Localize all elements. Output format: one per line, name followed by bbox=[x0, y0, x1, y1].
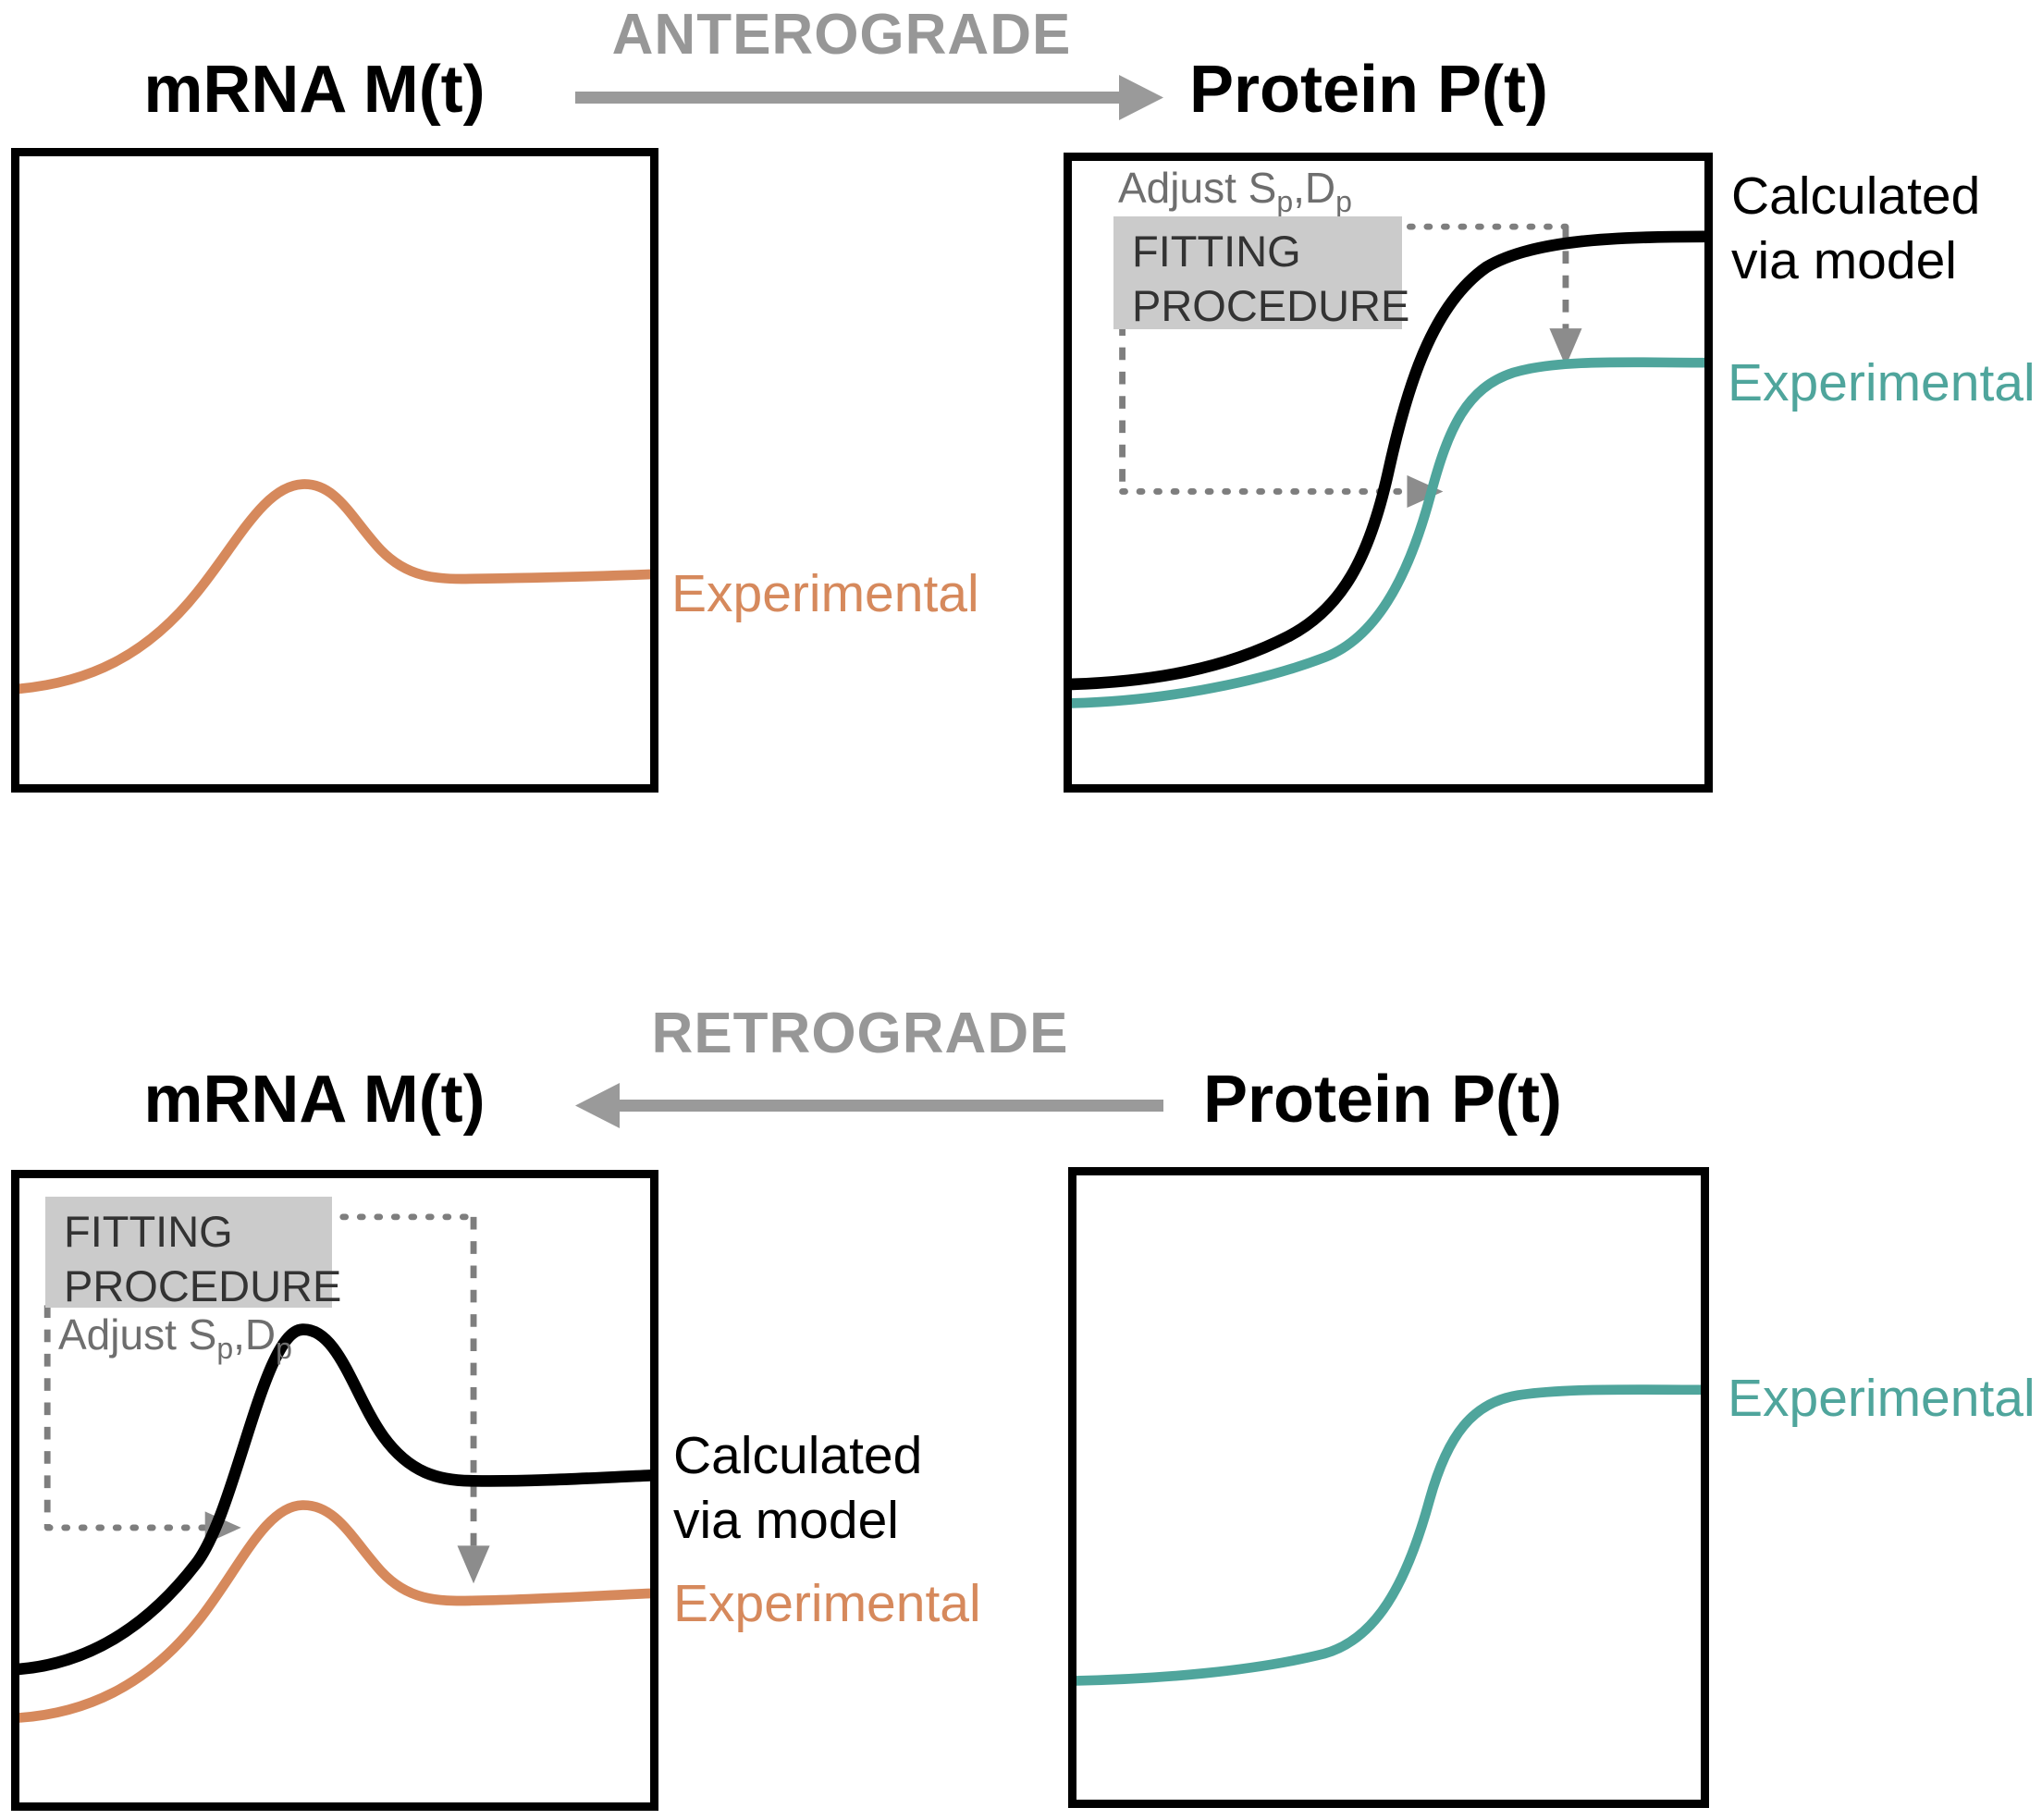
retrograde-mrna-panel: FITTING PROCEDURE Adjust Sp,Dp bbox=[11, 1170, 658, 1811]
retrograde-protein-plot bbox=[1076, 1384, 1701, 1686]
anterograde-mrna-experimental-label: Experimental bbox=[671, 564, 979, 623]
anterograde-mrna-plot bbox=[19, 479, 650, 695]
anterograde-protein-panel: Adjust Sp,Dp FITTING PROCEDURE bbox=[1064, 153, 1713, 793]
retrograde-calculated-label: Calculated via model bbox=[673, 1426, 923, 1550]
adjust-parameters-label: Adjust Sp,Dp bbox=[1118, 164, 1352, 219]
retrograde-mrna-plot bbox=[19, 1213, 650, 1723]
retrograde-arrow-icon bbox=[575, 1083, 1163, 1128]
retrograde-mrna-experimental-label: Experimental bbox=[673, 1574, 981, 1633]
calculated-mrna-curve bbox=[19, 1323, 650, 1676]
retrograde-protein-panel bbox=[1068, 1167, 1709, 1808]
down-arrowhead-icon bbox=[457, 1545, 490, 1584]
retrograde-protein-experimental-label: Experimental bbox=[1728, 1369, 2036, 1428]
anterograde-protein-plot bbox=[1072, 223, 1704, 708]
anterograde-protein-title: Protein P(t) bbox=[1189, 53, 1548, 127]
experimental-protein-curve bbox=[1072, 357, 1704, 708]
right-arrowhead-icon bbox=[1407, 474, 1444, 508]
experimental-mrna-curve bbox=[19, 1500, 650, 1723]
anterograde-mrna-title: mRNA M(t) bbox=[143, 53, 486, 127]
fitting-procedure-box: FITTING PROCEDURE bbox=[1113, 216, 1409, 330]
calculated-protein-curve bbox=[1072, 230, 1704, 691]
experimental-protein-curve bbox=[1076, 1384, 1701, 1686]
anterograde-calculated-label: Calculated via model bbox=[1731, 166, 1981, 290]
anterograde-protein-experimental-label: Experimental bbox=[1728, 353, 2036, 412]
adjust-parameters-label: Adjust Sp,Dp bbox=[58, 1310, 292, 1366]
retrograde-protein-title: Protein P(t) bbox=[1203, 1063, 1562, 1137]
experimental-mrna-curve bbox=[19, 479, 650, 695]
retrograde-title: RETROGRADE bbox=[651, 1002, 1069, 1065]
fitting-procedure-box: FITTING PROCEDURE bbox=[45, 1197, 341, 1310]
anterograde-title: ANTEROGRADE bbox=[611, 3, 1072, 67]
down-arrowhead-icon bbox=[1549, 328, 1582, 367]
anterograde-arrow-icon bbox=[575, 75, 1163, 120]
retrograde-mrna-title: mRNA M(t) bbox=[143, 1063, 486, 1137]
anterograde-mrna-panel bbox=[11, 148, 658, 793]
